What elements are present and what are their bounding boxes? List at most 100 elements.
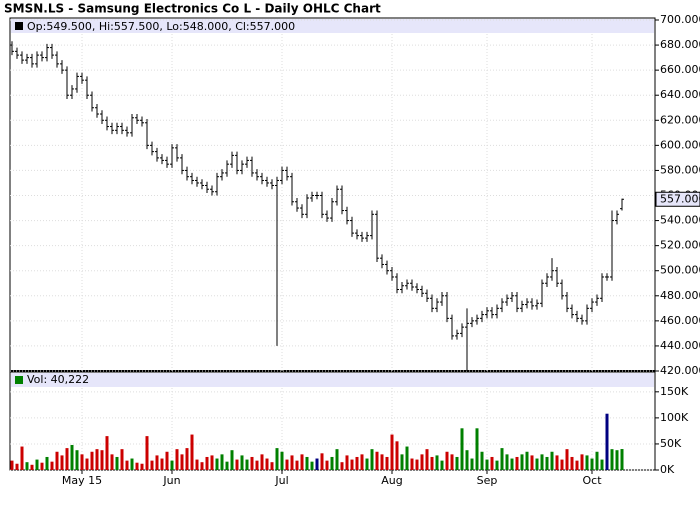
volume-bar <box>110 454 114 470</box>
volume-bar <box>140 463 144 470</box>
volume-bar <box>350 459 354 470</box>
volume-bar <box>60 455 64 470</box>
volume-bar <box>135 462 139 470</box>
volume-bar <box>10 460 14 470</box>
volume-bar <box>515 456 519 470</box>
volume-bar <box>370 449 374 470</box>
volume-bar <box>595 451 599 470</box>
volume-bar <box>195 459 199 470</box>
last-price-box <box>655 191 700 207</box>
volume-bar <box>510 458 514 470</box>
volume-bar <box>30 464 34 470</box>
volume-bar <box>220 454 224 470</box>
y-tick-label: 640.000 <box>660 88 700 101</box>
volume-bar <box>150 460 154 470</box>
volume-bar <box>160 458 164 470</box>
volume-bar <box>230 450 234 470</box>
volume-bar <box>75 450 79 470</box>
volume-bar <box>560 459 564 470</box>
volume-bar <box>605 413 609 470</box>
volume-bar <box>620 449 624 470</box>
volume-bar <box>40 462 44 470</box>
x-tick-label: Aug <box>381 474 402 487</box>
volume-bar <box>380 454 384 470</box>
volume-bar <box>290 455 294 470</box>
volume-bar <box>600 459 604 470</box>
volume-bar <box>365 458 369 470</box>
volume-bar <box>15 463 19 470</box>
volume-bar <box>440 460 444 470</box>
volume-bar <box>260 454 264 470</box>
volume-info-bar <box>11 373 654 387</box>
last-price-label: 557.000 <box>660 192 700 205</box>
volume-bar <box>530 455 534 470</box>
volume-bar <box>585 455 589 470</box>
y-tick-label: 580.000 <box>660 163 700 176</box>
volume-bar <box>285 459 289 470</box>
volume-bar <box>100 450 104 470</box>
volume-bar <box>215 458 219 470</box>
volume-bar <box>340 462 344 470</box>
y-tick-label: 500.000 <box>660 264 700 277</box>
volume-info: Vol: 40,222 <box>27 373 89 386</box>
volume-bar <box>555 455 559 470</box>
volume-bar <box>50 461 54 470</box>
volume-bar <box>420 454 424 470</box>
volume-bar <box>85 458 89 470</box>
volume-bar <box>70 444 74 470</box>
volume-bar <box>125 460 129 470</box>
y-tick-label: 420.000 <box>660 364 700 377</box>
volume-bar <box>335 449 339 470</box>
x-tick-label: May 15 <box>62 474 102 487</box>
volume-bar <box>495 460 499 470</box>
x-tick-label: Jul <box>274 474 288 487</box>
volume-bar <box>255 460 259 470</box>
volume-bar <box>395 441 399 470</box>
y-tick-label: 680.000 <box>660 38 700 51</box>
volume-bar <box>320 453 324 470</box>
volume-bar <box>180 454 184 470</box>
volume-bar <box>470 458 474 470</box>
volume-bar <box>310 461 314 470</box>
volume-bar <box>415 459 419 470</box>
y-tick-label: 660.000 <box>660 63 700 76</box>
volume-bar <box>95 449 99 470</box>
y-tick-label: 700.000 <box>660 13 700 26</box>
volume-bar <box>245 459 249 470</box>
info-bar <box>11 19 654 33</box>
volume-bar <box>430 456 434 470</box>
volume-bar <box>165 451 169 470</box>
volume-bar <box>325 460 329 470</box>
y-tick-label: 480.000 <box>660 289 700 302</box>
volume-bar <box>425 449 429 470</box>
volume-panel <box>9 371 656 471</box>
volume-bar <box>540 454 544 470</box>
volume-bar <box>610 449 614 470</box>
volume-bar <box>190 434 194 470</box>
y-tick-label: 600.000 <box>660 138 700 151</box>
volume-bar <box>545 456 549 470</box>
volume-bar <box>405 446 409 470</box>
volume-bar <box>485 459 489 470</box>
x-tick-label: Sep <box>477 474 498 487</box>
price-panel <box>9 17 656 372</box>
y-tick-label: 440.000 <box>660 339 700 352</box>
volume-bar <box>170 460 174 470</box>
volume-bar <box>435 455 439 470</box>
volume-bar <box>570 456 574 470</box>
volume-bar <box>205 456 209 470</box>
volume-bar <box>115 456 119 470</box>
volume-bar <box>210 455 214 470</box>
y-tick-label: 540.000 <box>660 214 700 227</box>
volume-bar <box>385 456 389 470</box>
volume-bar <box>345 455 349 470</box>
volume-bar <box>475 428 479 470</box>
chart-title: SMSN.LS - Samsung Electronics Co L - Dai… <box>4 2 381 16</box>
volume-bar <box>355 456 359 470</box>
y-tick-label: 150K <box>660 385 689 398</box>
volume-bar <box>550 451 554 470</box>
y-tick-label: 50K <box>660 437 682 450</box>
volume-bar <box>20 446 24 470</box>
volume-bar <box>200 462 204 470</box>
